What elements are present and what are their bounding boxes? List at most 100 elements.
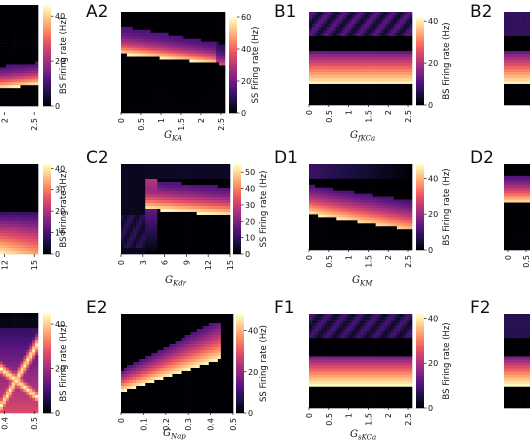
heatmap-cell xyxy=(153,95,157,99)
heatmap-cell xyxy=(177,95,181,99)
heatmap-cell xyxy=(139,221,143,225)
heatmap-cell xyxy=(17,55,21,59)
heatmap-cell xyxy=(208,203,213,207)
heatmap-cell xyxy=(168,89,172,93)
heatmap-cell xyxy=(177,44,181,48)
heatmap-cell xyxy=(527,30,530,34)
heatmap-cell xyxy=(168,26,172,31)
heatmap-cell xyxy=(363,60,367,64)
heatmap-cell xyxy=(160,179,164,183)
heatmap-cell xyxy=(11,203,15,207)
heatmap-cell xyxy=(360,99,364,103)
heatmap-cell xyxy=(183,47,187,51)
heatmap-cell xyxy=(0,248,4,252)
heatmap-cell xyxy=(171,41,175,45)
heatmap-cell xyxy=(524,84,528,88)
heatmap-cell xyxy=(145,230,149,234)
heatmap-cell xyxy=(165,32,169,37)
heatmap-cell xyxy=(17,245,21,249)
heatmap-cell xyxy=(378,181,383,186)
heatmap-cell xyxy=(163,164,167,168)
heatmap-cell xyxy=(393,90,398,94)
heatmap-cell xyxy=(204,110,208,114)
heatmap-cell xyxy=(202,239,207,243)
heatmap-cell xyxy=(330,81,334,85)
heatmap-cell xyxy=(357,33,361,37)
colorbar-segment xyxy=(43,238,51,241)
heatmap-cell xyxy=(524,57,528,61)
heatmap-cell xyxy=(20,91,24,95)
heatmap-cell xyxy=(5,251,10,255)
heatmap-cell xyxy=(504,57,508,61)
heatmap-cell xyxy=(402,87,407,91)
heatmap-cell xyxy=(35,55,39,59)
heatmap-cell xyxy=(127,206,131,210)
heatmap-cell xyxy=(127,212,131,216)
heatmap-cell xyxy=(5,100,10,104)
heatmap-cell xyxy=(171,89,175,93)
heatmap-cell xyxy=(195,80,199,84)
heatmap-cell xyxy=(32,188,36,192)
heatmap-cell xyxy=(318,78,322,82)
heatmap-cell xyxy=(8,31,12,36)
heatmap-cell xyxy=(527,57,530,61)
heatmap-cell xyxy=(130,227,134,231)
heatmap-cell xyxy=(26,76,30,80)
heatmap-cell xyxy=(210,56,214,60)
heatmap-cell xyxy=(201,26,205,31)
heatmap-cell xyxy=(20,88,24,92)
heatmap-cell xyxy=(324,96,328,100)
heatmap-cell xyxy=(375,102,379,106)
heatmap-cell xyxy=(205,224,210,228)
heatmap-cell xyxy=(363,99,367,103)
heatmap-cell xyxy=(390,181,395,186)
heatmap-cell xyxy=(26,218,30,222)
heatmap-cell xyxy=(132,74,137,78)
heatmap-cell xyxy=(214,215,219,219)
heatmap-cell xyxy=(0,164,4,168)
heatmap-cell xyxy=(375,60,379,64)
heatmap-cell xyxy=(312,184,316,189)
heatmap-cell xyxy=(333,178,337,183)
heatmap-cell xyxy=(348,12,352,16)
heatmap-cell xyxy=(408,33,413,37)
heatmap-cell xyxy=(26,100,30,104)
heatmap-cell xyxy=(2,197,7,201)
heatmap-cell xyxy=(186,38,190,43)
heatmap-cell xyxy=(153,56,157,60)
heatmap-cell xyxy=(136,212,140,216)
heatmap-cell xyxy=(142,182,146,186)
heatmap-cell xyxy=(333,175,337,180)
colorbar-segment xyxy=(416,87,424,90)
heatmap-cell xyxy=(213,62,217,66)
heatmap-cell xyxy=(166,215,170,219)
heatmap-cell xyxy=(192,62,196,66)
heatmap-cell xyxy=(372,48,376,52)
heatmap-cell xyxy=(378,57,383,61)
heatmap-cell xyxy=(342,175,346,180)
heatmap-cell xyxy=(135,53,140,57)
heatmap-cell xyxy=(405,175,410,180)
heatmap-cell xyxy=(202,200,207,204)
heatmap-cell xyxy=(133,170,137,174)
heatmap-cell xyxy=(177,92,181,96)
heatmap-cell xyxy=(156,74,160,78)
heatmap-cell xyxy=(387,102,392,106)
colorbar-segment xyxy=(233,179,241,183)
heatmap-cell xyxy=(381,60,386,64)
colorbar-segment xyxy=(416,74,424,77)
heatmap-cell xyxy=(204,95,208,99)
heatmap-cell xyxy=(315,164,319,168)
heatmap-cell xyxy=(5,97,10,101)
colorbar-segment xyxy=(43,236,51,239)
heatmap-cell xyxy=(150,101,154,105)
heatmap-cell xyxy=(175,221,179,225)
heatmap-cell xyxy=(142,197,146,201)
heatmap-cell xyxy=(399,24,404,28)
heatmap-cell xyxy=(32,58,36,62)
heatmap-cell xyxy=(381,42,386,46)
heatmap-cell xyxy=(32,179,36,183)
heatmap-cell xyxy=(172,179,176,183)
heatmap-cell xyxy=(318,24,322,28)
